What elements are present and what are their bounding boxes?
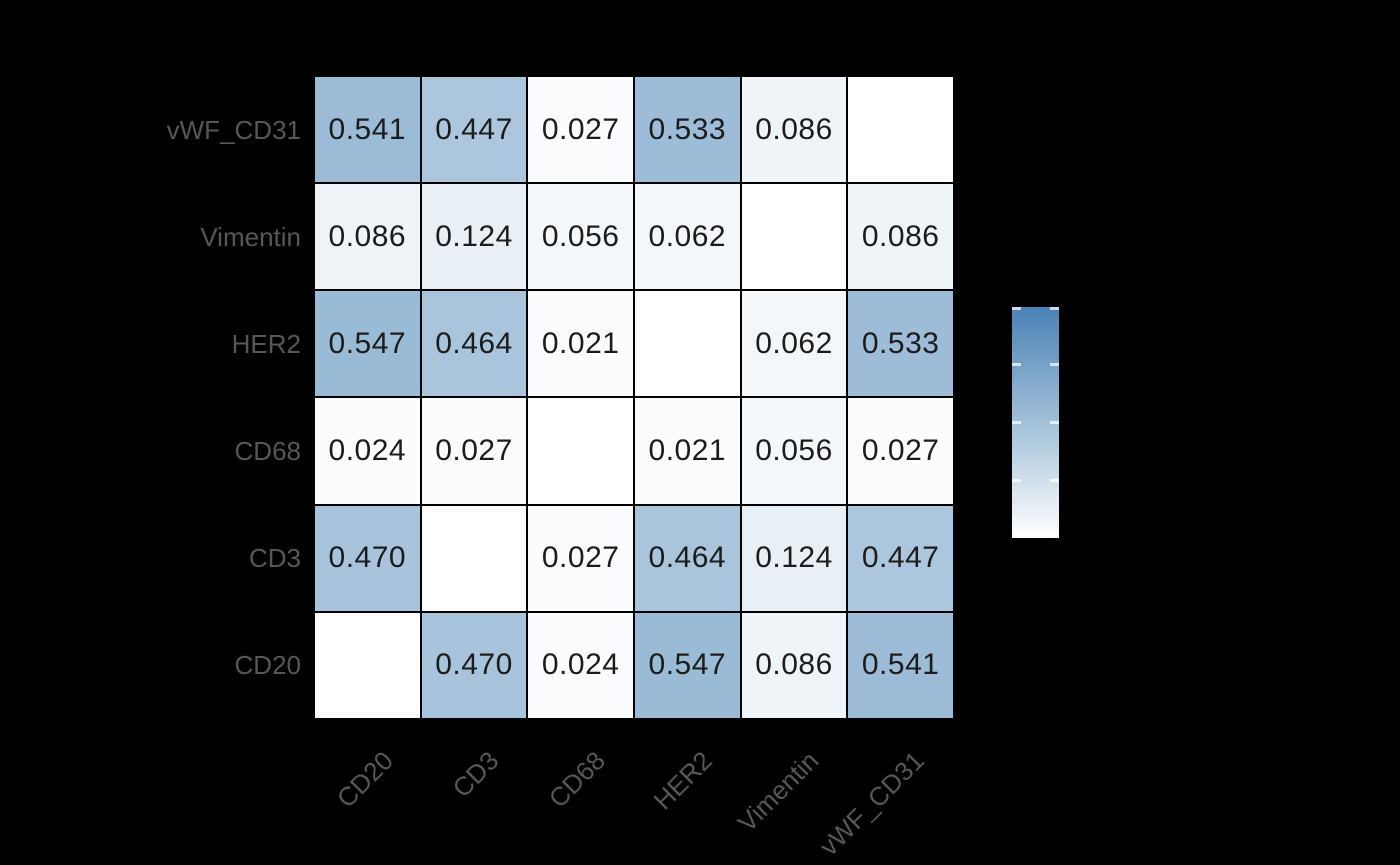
heatmap-cell: 0.470: [421, 612, 527, 718]
y-axis-label-vwf_cd31: vWF_CD31: [166, 115, 301, 146]
heatmap-cell: 0.547: [634, 612, 740, 718]
heatmap-cell: 0.024: [315, 398, 420, 504]
cell-value: 0.124: [435, 219, 513, 253]
y-axis-label-cd20: CD20: [234, 649, 301, 680]
cell-value: 0.062: [755, 326, 833, 360]
colorbar-tick: [1050, 363, 1059, 367]
heatmap-cell: 0.541: [315, 77, 420, 183]
cell-value: 0.447: [435, 112, 513, 146]
cell-value: 0.541: [861, 648, 940, 682]
cell-value: 0.470: [435, 648, 513, 682]
colorbar-tick: [1050, 478, 1059, 482]
heatmap-cell: 0.021: [634, 398, 740, 504]
cell-value: 0.027: [861, 434, 940, 468]
colorbar-tick: [1012, 535, 1021, 538]
heatmap-cell: [634, 291, 740, 397]
heatmap-cell: 0.062: [634, 184, 740, 290]
cell-value: 0.464: [648, 541, 727, 575]
heatmap-cell: 0.024: [528, 612, 633, 718]
cell-value: 0.086: [755, 648, 833, 682]
cell-value: 0.464: [435, 326, 513, 360]
heatmap-cell: 0.124: [421, 184, 527, 290]
y-axis-label-cd68: CD68: [234, 435, 301, 466]
cell-value: 0.021: [648, 434, 727, 468]
colorbar-tick: [1012, 307, 1021, 310]
heatmap-cell: [741, 184, 847, 290]
y-axis-label-vimentin: Vimentin: [200, 222, 301, 253]
heatmap-cell: 0.547: [315, 291, 420, 397]
heatmap-cell: [528, 398, 633, 504]
colorbar-tick: [1012, 363, 1021, 367]
colorbar-tick: [1050, 421, 1059, 424]
heatmap-cell: 0.086: [848, 184, 953, 290]
heatmap-cell: 0.027: [848, 398, 953, 504]
heatmap-cell: 0.464: [421, 291, 527, 397]
cell-value: 0.056: [541, 219, 620, 253]
cell-value: 0.056: [755, 434, 833, 468]
cell-value: 0.021: [541, 326, 620, 360]
colorbar-tick: [1050, 535, 1059, 538]
cell-value: 0.547: [328, 326, 407, 360]
cell-value: 0.024: [541, 648, 620, 682]
y-axis-label-her2: HER2: [231, 329, 301, 360]
heatmap-cell: 0.533: [848, 291, 953, 397]
cell-value: 0.027: [435, 434, 513, 468]
cell-value: 0.027: [541, 112, 620, 146]
heatmap-cell: 0.470: [315, 505, 420, 611]
heatmap-cell: 0.056: [528, 184, 633, 290]
cell-value: 0.062: [648, 219, 727, 253]
heatmap-cell: 0.062: [741, 291, 847, 397]
heatmap-cell: [315, 612, 420, 718]
x-axis-label-her2: HER2: [647, 745, 718, 816]
heatmap-cell: 0.464: [634, 505, 740, 611]
cell-value: 0.086: [328, 219, 407, 253]
cell-value: 0.533: [648, 112, 727, 146]
heatmap-cell: 0.027: [528, 77, 633, 183]
heatmap-cell: [421, 505, 527, 611]
cell-value: 0.086: [861, 219, 940, 253]
cell-value: 0.541: [328, 112, 407, 146]
cell-value: 0.547: [648, 648, 727, 682]
colorbar-tick: [1012, 421, 1021, 424]
heatmap-cell: 0.541: [848, 612, 953, 718]
cell-value: 0.447: [861, 541, 940, 575]
colorbar-tick: [1012, 478, 1021, 482]
x-axis-label-vimentin: Vimentin: [731, 745, 825, 838]
cell-value: 0.124: [755, 541, 833, 575]
x-axis-label-vwf_cd31: vWF_CD31: [814, 745, 931, 862]
heatmap-cell: 0.027: [421, 398, 527, 504]
cell-value: 0.024: [328, 434, 407, 468]
heatmap-cell: 0.533: [634, 77, 740, 183]
heatmap-cell: [848, 77, 953, 183]
x-axis-label-cd3: CD3: [447, 745, 506, 804]
heatmap-cell: 0.021: [528, 291, 633, 397]
x-axis-label-cd68: CD68: [543, 745, 612, 814]
cell-value: 0.027: [541, 541, 620, 575]
heatmap-cell: 0.086: [741, 612, 847, 718]
heatmap-cell: 0.447: [421, 77, 527, 183]
heatmap: 0.541 0.447 0.027 0.533 0.086 0.086 0.124 0.056…: [315, 77, 953, 718]
heatmap-cell: 0.447: [848, 505, 953, 611]
heatmap-cell: 0.086: [741, 77, 847, 183]
heatmap-cell: 0.027: [528, 505, 633, 611]
cell-value: 0.533: [861, 326, 940, 360]
y-axis-label-cd3: CD3: [248, 542, 301, 573]
x-axis-label-cd20: CD20: [330, 745, 399, 814]
heatmap-cell: 0.086: [315, 184, 420, 290]
heatmap-cell: 0.124: [741, 505, 847, 611]
cell-value: 0.470: [328, 541, 407, 575]
cell-value: 0.086: [755, 112, 833, 146]
heatmap-cell: 0.056: [741, 398, 847, 504]
colorbar: [1012, 307, 1059, 538]
colorbar-tick: [1050, 307, 1059, 310]
